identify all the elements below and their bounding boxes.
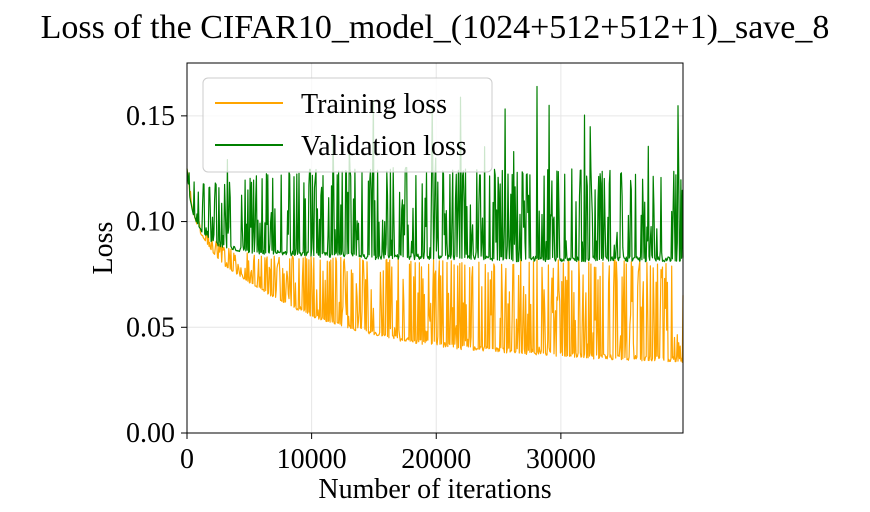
y-tick-label: 0.00	[126, 418, 175, 449]
y-tick-label: 0.15	[126, 101, 175, 132]
y-axis-ticks: 0.00 0.05 0.10 0.15	[126, 101, 187, 449]
x-tick-label: 10000	[277, 444, 347, 475]
y-tick-label: 0.10	[126, 207, 175, 238]
plot-frame	[186, 62, 684, 434]
legend-box	[202, 77, 493, 173]
x-axis-label: Number of iterations	[318, 474, 551, 505]
x-tick-label: 20000	[401, 444, 471, 475]
plot-lines	[186, 85, 684, 363]
x-tick-label: 0	[180, 444, 194, 475]
legend-label-training: Training loss	[301, 89, 447, 120]
series-line-validation	[186, 85, 684, 263]
legend-label-validation: Validation loss	[301, 131, 467, 162]
legend: Training loss Validation loss	[202, 77, 493, 173]
x-axis-ticks: 0 10000 20000 30000	[180, 433, 596, 475]
x-tick-label: 30000	[526, 444, 596, 475]
series-line-training	[186, 168, 684, 363]
y-tick-label: 0.05	[126, 312, 175, 343]
y-axis-label: Loss	[88, 222, 119, 275]
chart-title: Loss of the CIFAR10_model_(1024+512+512+…	[41, 9, 830, 46]
